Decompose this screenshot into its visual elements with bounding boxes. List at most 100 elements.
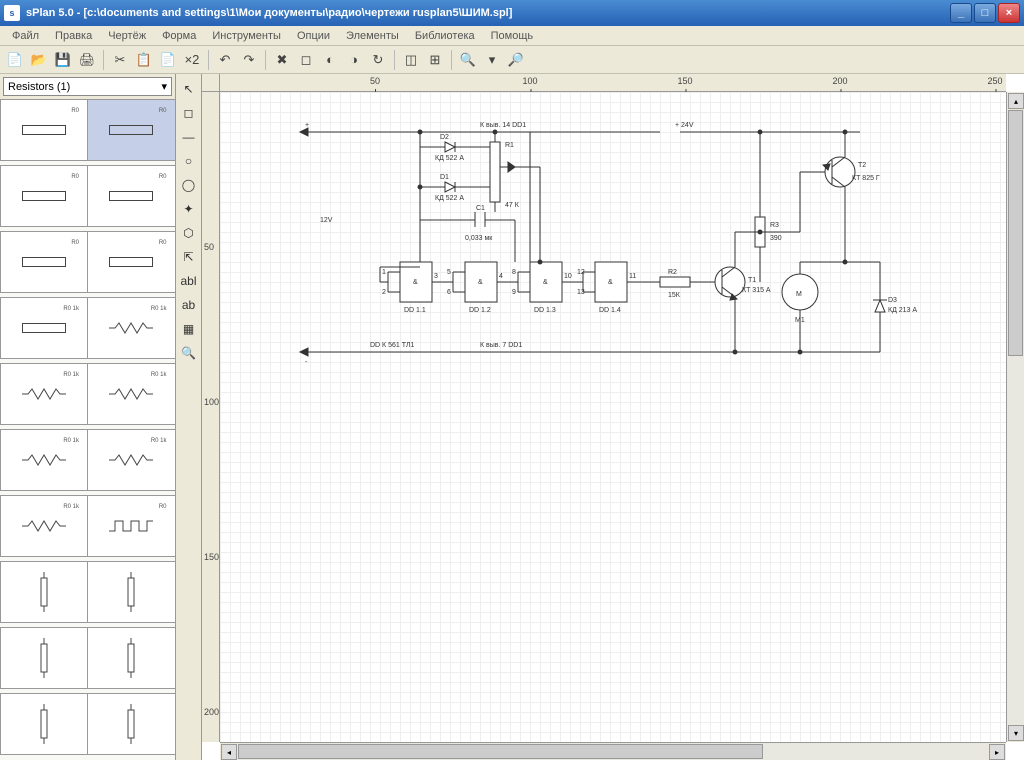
svg-text:47 К: 47 К <box>505 202 520 209</box>
tool-button[interactable]: ⇱ <box>178 246 200 268</box>
menu-help[interactable]: Помощь <box>483 28 542 44</box>
toolbar-button[interactable]: ◐ <box>319 49 341 71</box>
toolbar-button[interactable]: ↶ <box>214 49 236 71</box>
component-cell[interactable]: R0 <box>0 231 88 293</box>
component-cell[interactable]: R0 1k <box>0 495 88 557</box>
tool-button[interactable]: 🔍 <box>178 342 200 364</box>
component-cell[interactable] <box>87 561 175 623</box>
menu-options[interactable]: Опции <box>289 28 338 44</box>
toolbar-button[interactable]: ◫ <box>400 49 422 71</box>
component-panel: Resistors (1) ▾ R0R0R0R0R0R0R0 1kR0 1kR0… <box>0 74 176 760</box>
svg-text:К выв. 14 DD1: К выв. 14 DD1 <box>480 122 526 129</box>
titlebar: s sPlan 5.0 - [c:\documents and settings… <box>0 0 1024 26</box>
toolbar-button[interactable]: 📄 <box>157 49 179 71</box>
menu-elements[interactable]: Элементы <box>338 28 407 44</box>
component-cell[interactable]: R0 <box>87 165 175 227</box>
component-cell[interactable]: R0 1k <box>87 363 175 425</box>
scrollbar-vertical[interactable]: ▴ ▾ <box>1006 92 1024 742</box>
menu-library[interactable]: Библиотека <box>407 28 483 44</box>
tool-button[interactable]: — <box>178 126 200 148</box>
tool-button[interactable]: ▦ <box>178 318 200 340</box>
tool-button[interactable]: ○ <box>178 150 200 172</box>
svg-text:M1: M1 <box>795 317 805 324</box>
component-cell[interactable] <box>0 561 88 623</box>
component-cell[interactable]: R0 1k <box>0 429 88 491</box>
toolbar: 📄📂💾🖨✂📋📄×2↶↷✖◻◐◑↻◫⊞🔍▾🔎 <box>0 46 1024 74</box>
svg-text:КТ 825 Г: КТ 825 Г <box>852 175 880 182</box>
toolbar-button[interactable]: ↻ <box>367 49 389 71</box>
svg-text:DD 1.4: DD 1.4 <box>599 307 621 314</box>
component-cell[interactable]: R0 <box>0 99 88 161</box>
tool-button[interactable]: ◯ <box>178 174 200 196</box>
scroll-right-icon[interactable]: ▸ <box>989 744 1005 760</box>
scrollbar-horizontal[interactable]: ◂ ▸ <box>220 742 1006 760</box>
svg-text:&: & <box>543 279 548 286</box>
svg-text:D1: D1 <box>440 174 449 181</box>
tool-button[interactable]: ◻ <box>178 102 200 124</box>
scroll-up-icon[interactable]: ▴ <box>1008 93 1024 109</box>
component-cell[interactable]: R0 1k <box>87 297 175 359</box>
component-category-select[interactable]: Resistors (1) ▾ <box>3 77 172 96</box>
menu-tools[interactable]: Инструменты <box>204 28 289 44</box>
toolbar-button[interactable]: ×2 <box>181 49 203 71</box>
svg-text:&: & <box>478 279 483 286</box>
tool-button[interactable]: ⬡ <box>178 222 200 244</box>
scroll-left-icon[interactable]: ◂ <box>221 744 237 760</box>
toolbar-button[interactable]: ⊞ <box>424 49 446 71</box>
toolbar-button[interactable]: 📄 <box>4 49 26 71</box>
svg-text:T1: T1 <box>748 277 756 284</box>
window-title: sPlan 5.0 - [c:\documents and settings\1… <box>26 7 948 19</box>
svg-text:DD 1.1: DD 1.1 <box>404 307 426 314</box>
toolbar-button[interactable]: ✖ <box>271 49 293 71</box>
component-cell[interactable] <box>0 693 88 755</box>
toolbar-button[interactable]: 🖨 <box>76 49 98 71</box>
toolbar-button[interactable]: 💾 <box>52 49 74 71</box>
component-cell[interactable]: R0 1k <box>0 363 88 425</box>
component-grid: R0R0R0R0R0R0R0 1kR0 1kR0 1kR0 1kR0 1kR0 … <box>0 99 175 760</box>
toolbar-button[interactable]: ◑ <box>343 49 365 71</box>
component-cell[interactable]: R0 <box>87 99 175 161</box>
toolbar-button[interactable]: ◻ <box>295 49 317 71</box>
toolbar-button[interactable]: 📂 <box>28 49 50 71</box>
tool-button[interactable]: ✦ <box>178 198 200 220</box>
svg-text:1: 1 <box>382 269 386 276</box>
component-cell[interactable] <box>0 627 88 689</box>
menu-edit[interactable]: Правка <box>47 28 100 44</box>
component-cell[interactable]: R0 <box>0 165 88 227</box>
tool-button[interactable]: abl <box>178 270 200 292</box>
component-cell[interactable]: R0 1k <box>0 297 88 359</box>
toolbar-button[interactable]: 🔍 <box>457 49 479 71</box>
toolbar-button[interactable]: ↷ <box>238 49 260 71</box>
svg-text:3: 3 <box>434 273 438 280</box>
menu-file[interactable]: Файл <box>4 28 47 44</box>
maximize-button[interactable]: □ <box>974 3 996 23</box>
canvas-area: 50100150200250 50100150200 +-12V+ 24VD2К… <box>202 74 1024 760</box>
component-cell[interactable]: R0 <box>87 231 175 293</box>
ruler-vertical: 50100150200 <box>202 92 220 742</box>
svg-text:-: - <box>305 359 308 366</box>
component-cell[interactable]: R0 1k <box>87 429 175 491</box>
svg-text:&: & <box>608 279 613 286</box>
chevron-down-icon: ▾ <box>161 80 167 93</box>
component-cell[interactable] <box>87 693 175 755</box>
tool-button[interactable]: ↖ <box>178 78 200 100</box>
toolbar-button[interactable]: ▾ <box>481 49 503 71</box>
svg-text:КД 522 А: КД 522 А <box>435 155 464 162</box>
toolbar-button[interactable]: 📋 <box>133 49 155 71</box>
svg-text:T2: T2 <box>858 162 866 169</box>
menu-drawing[interactable]: Чертёж <box>100 28 154 44</box>
component-cell[interactable] <box>87 627 175 689</box>
drawing-surface[interactable]: +-12V+ 24VD2КД 522 АD1КД 522 АR147 КC10,… <box>220 92 1006 742</box>
close-button[interactable]: × <box>998 3 1020 23</box>
tool-button[interactable]: ab <box>178 294 200 316</box>
svg-text:12V: 12V <box>320 217 333 224</box>
svg-text:12: 12 <box>577 269 585 276</box>
svg-text:5: 5 <box>447 269 451 276</box>
scroll-down-icon[interactable]: ▾ <box>1008 725 1024 741</box>
minimize-button[interactable]: _ <box>950 3 972 23</box>
svg-text:8: 8 <box>512 269 516 276</box>
component-cell[interactable]: R0 <box>87 495 175 557</box>
toolbar-button[interactable]: 🔎 <box>505 49 527 71</box>
toolbar-button[interactable]: ✂ <box>109 49 131 71</box>
menu-form[interactable]: Форма <box>154 28 204 44</box>
